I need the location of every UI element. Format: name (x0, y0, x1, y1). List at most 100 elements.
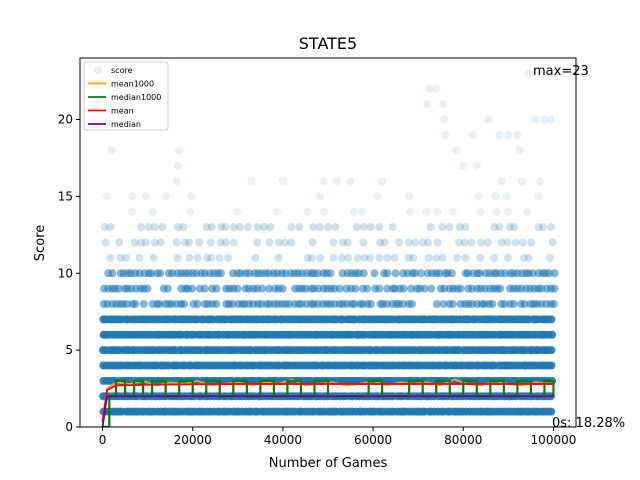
score-point (518, 238, 527, 247)
score-point (272, 207, 281, 216)
score-point (224, 253, 233, 262)
score-point (107, 146, 116, 155)
score-point (338, 253, 347, 262)
score-point (448, 300, 457, 308)
score-point (420, 284, 429, 293)
score-point (207, 223, 216, 232)
score-point (258, 284, 267, 293)
y-tick-label: 5 (65, 343, 73, 357)
score-point (173, 223, 182, 232)
score-point (547, 115, 556, 124)
score-point (497, 238, 506, 247)
score-point (475, 269, 484, 278)
score-point (123, 300, 132, 308)
score-point (476, 207, 485, 216)
score-point (233, 207, 242, 216)
score-point (524, 253, 533, 262)
score-point (399, 284, 408, 293)
score-point (359, 238, 368, 247)
score-point (278, 177, 287, 185)
score-point (202, 223, 211, 232)
score-point (376, 238, 385, 247)
score-point (547, 223, 556, 232)
score-point (179, 223, 188, 232)
score-point (416, 269, 425, 278)
y-tick-label: 20 (58, 113, 73, 127)
score-point (172, 177, 181, 185)
score-point (455, 238, 464, 247)
score-point (346, 177, 355, 185)
score-point (316, 253, 325, 262)
score-point (128, 192, 137, 201)
x-tick-label: 80000 (444, 433, 482, 447)
score-point (488, 300, 497, 308)
score-point (427, 284, 436, 293)
score-point (422, 207, 431, 216)
score-point (502, 192, 511, 201)
score-point (161, 192, 170, 201)
score-point (287, 223, 296, 232)
score-point (121, 253, 130, 262)
score-point (477, 238, 486, 247)
score-point (433, 238, 442, 247)
score-point (399, 300, 408, 308)
score-point (504, 207, 513, 216)
score-point (540, 115, 549, 124)
score-point (495, 223, 504, 232)
score-point (544, 269, 553, 278)
score-point (116, 253, 125, 262)
score-point (383, 269, 392, 278)
score-point (411, 269, 420, 278)
legend-label: median (111, 120, 141, 129)
score-point (181, 238, 190, 247)
score-point (388, 223, 397, 232)
score-point (390, 253, 399, 262)
score-point (407, 284, 416, 293)
score-point (382, 300, 391, 308)
score-point (548, 330, 557, 339)
score-point (329, 253, 338, 262)
score-point (375, 284, 384, 293)
score-point (370, 269, 379, 278)
score-point (467, 238, 476, 247)
score-point (329, 238, 338, 247)
score-point (172, 238, 181, 247)
score-point (274, 253, 283, 262)
score-point (352, 223, 361, 232)
score-point (445, 223, 454, 232)
score-point (495, 130, 504, 139)
legend-marker (94, 66, 102, 74)
score-point (383, 253, 392, 262)
score-point (301, 284, 310, 293)
score-point (139, 300, 148, 308)
median-line (101, 395, 554, 427)
y-axis: 0 5 10 15 20 (58, 113, 80, 434)
score-point (163, 284, 172, 293)
score-point (496, 284, 505, 293)
score-point (106, 253, 115, 262)
line-layer (101, 378, 555, 427)
score-point (528, 269, 537, 278)
y-tick-label: 15 (58, 189, 73, 203)
score-point (114, 284, 123, 293)
score-point (524, 69, 533, 78)
score-point (106, 223, 115, 232)
score-point (476, 253, 485, 262)
score-point (380, 238, 389, 247)
score-point (158, 223, 167, 232)
score-point (492, 207, 501, 216)
score-point (141, 192, 150, 201)
score-point (461, 253, 470, 262)
score-point (338, 238, 347, 247)
zero-percentage-annotation: 0s: 18.28% (552, 416, 625, 431)
score-point (326, 269, 335, 278)
x-tick-label: 0 (99, 433, 107, 447)
score-point (350, 300, 359, 308)
score-point (461, 223, 470, 232)
score-point (349, 207, 358, 216)
score-point (187, 192, 196, 201)
score-point (156, 269, 165, 278)
score-point (550, 269, 559, 278)
score-point (265, 238, 274, 247)
